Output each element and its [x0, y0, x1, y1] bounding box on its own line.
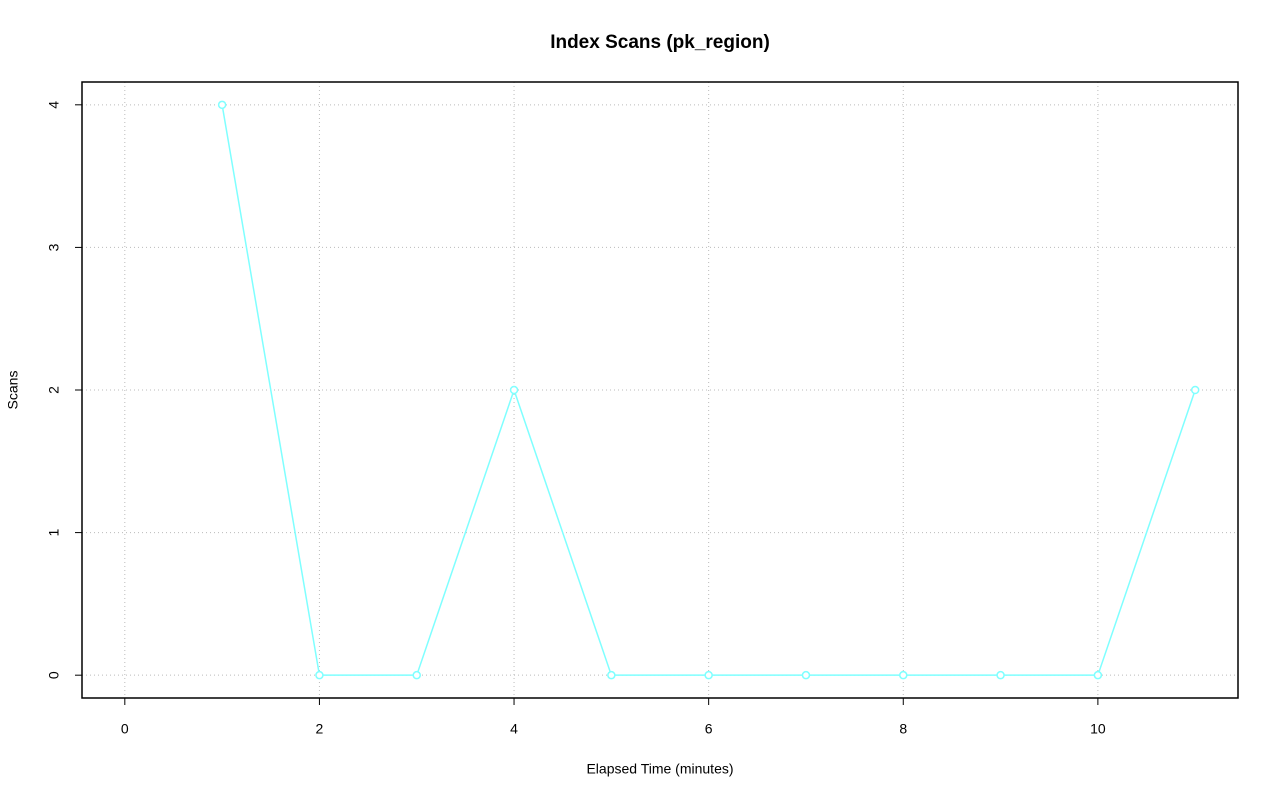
chart-title: Index Scans (pk_region) — [550, 32, 770, 53]
plot-frame — [81, 81, 1239, 699]
point — [217, 100, 227, 110]
point — [1190, 385, 1200, 395]
x-tick-label: 4 — [510, 721, 518, 737]
y-tick-label: 2 — [46, 386, 62, 394]
y-tick-label: 3 — [46, 243, 62, 251]
y-tick-label: 4 — [46, 101, 62, 109]
point — [801, 670, 811, 680]
point — [704, 670, 713, 680]
point — [315, 670, 324, 680]
x-tick-label: 6 — [705, 721, 713, 737]
point — [996, 670, 1005, 680]
point — [1093, 670, 1103, 680]
x-tick-label: 8 — [899, 721, 907, 737]
point — [899, 670, 908, 680]
point — [607, 670, 616, 680]
x-axis-label: Elapsed Time (minutes) — [586, 761, 733, 777]
y-tick-label: 1 — [46, 528, 62, 536]
point — [509, 385, 519, 395]
point — [412, 670, 421, 680]
y-tick-label: 0 — [46, 671, 62, 679]
y-axis-label: Scans — [5, 371, 21, 410]
x-tick-label: 2 — [316, 721, 324, 737]
x-tick-label: 0 — [121, 721, 129, 737]
x-tick-label: 10 — [1090, 721, 1106, 737]
